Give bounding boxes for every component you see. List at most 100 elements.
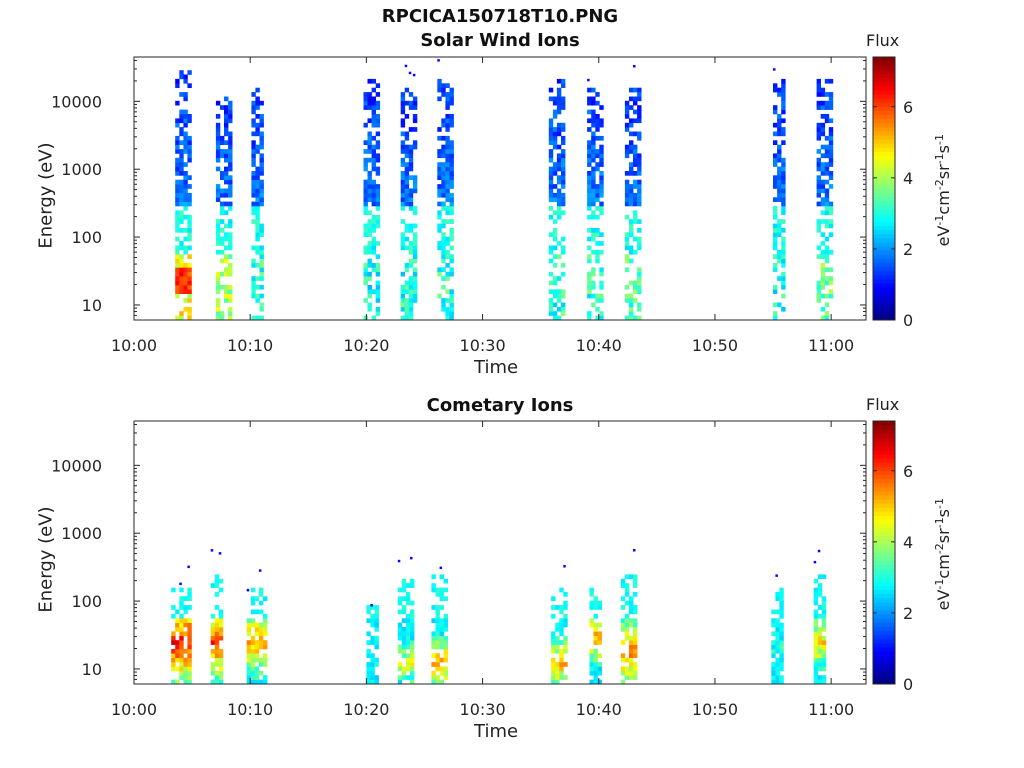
- heatmap-cell: [401, 605, 407, 610]
- heatmap-cell: [828, 144, 834, 150]
- heatmap-cell: [813, 631, 819, 637]
- heatmap-cell: [215, 249, 221, 255]
- heatmap-cell: [587, 228, 592, 233]
- heatmap-cell: [637, 105, 642, 110]
- colorbar-segment: [873, 217, 895, 222]
- heatmap-cell: [593, 640, 598, 645]
- heatmap-cell: [629, 596, 634, 601]
- heatmap-cell: [375, 122, 381, 128]
- heatmap-cell: [445, 188, 450, 194]
- heatmap-cell: [563, 648, 568, 654]
- heatmap-cell: [587, 175, 592, 180]
- heatmap-cell: [556, 96, 562, 102]
- heatmap-cell: [175, 648, 180, 654]
- heatmap-cell: [817, 648, 823, 654]
- heatmap-cell: [374, 622, 379, 628]
- heatmap-cell: [591, 153, 596, 159]
- heatmap-cell: [215, 122, 221, 128]
- heatmap-cell: [404, 223, 410, 229]
- heatmap-cell: [404, 289, 410, 294]
- heatmap-cell: [563, 600, 568, 606]
- heatmap-cell: [224, 258, 229, 264]
- heatmap-cell: [259, 144, 264, 150]
- heatmap-cell: [215, 315, 221, 321]
- heatmap-cell: [251, 289, 256, 294]
- heatmap-cell: [251, 280, 256, 286]
- heatmap-cell: [633, 592, 638, 597]
- heatmap-cell: [250, 657, 256, 663]
- heatmap-cell: [259, 197, 264, 202]
- heatmap-cell: [363, 192, 368, 198]
- heatmap-cell: [224, 223, 229, 229]
- heatmap-cell: [813, 640, 819, 645]
- heatmap-cell: [179, 280, 184, 286]
- heatmap-cell: [439, 596, 444, 601]
- colorbar-segment: [873, 659, 895, 664]
- colorbar-segment: [873, 89, 895, 95]
- heatmap-cell: [824, 135, 830, 141]
- heatmap-cell: [408, 166, 414, 172]
- heatmap-cell: [556, 293, 562, 299]
- heatmap-cell: [556, 78, 562, 84]
- heatmap-cell: [183, 171, 188, 176]
- heatmap-cell: [824, 144, 830, 150]
- heatmap-cell: [828, 206, 834, 211]
- heatmap-cell: [824, 105, 830, 110]
- heatmap-cell: [437, 78, 442, 84]
- heatmap-cell: [775, 592, 780, 597]
- heatmap-cell: [410, 613, 415, 619]
- heatmap-cell: [250, 653, 256, 658]
- heatmap-cell: [633, 144, 638, 150]
- heatmap-cell: [813, 653, 819, 658]
- heatmap-cell: [587, 109, 592, 115]
- heatmap-cell: [228, 223, 233, 229]
- heatmap-cell: [781, 140, 786, 145]
- heatmap-cell: [400, 118, 406, 124]
- heatmap-cell: [771, 653, 776, 658]
- heatmap-cell: [561, 149, 566, 154]
- heatmap-cell: [405, 596, 411, 601]
- heatmap-cell: [561, 201, 566, 207]
- heatmap-cell: [620, 596, 626, 601]
- colorbar-segment: [873, 626, 895, 632]
- colorbar-segment: [873, 449, 895, 455]
- heatmap-cell: [563, 662, 568, 667]
- heatmap-cell: [171, 657, 176, 663]
- heatmap-cell: [552, 109, 558, 115]
- heatmap-cell: [821, 657, 827, 663]
- heatmap-cell: [775, 574, 778, 577]
- heatmap-cell: [363, 96, 368, 102]
- heatmap-cell: [633, 298, 638, 303]
- heatmap-cell: [556, 276, 562, 281]
- heatmap-cell: [548, 179, 554, 185]
- heatmap-cell: [371, 236, 376, 242]
- heatmap-cell: [375, 289, 381, 294]
- heatmap-cell: [175, 228, 180, 233]
- heatmap-cell: [401, 644, 407, 650]
- colorbar-segment: [873, 523, 895, 529]
- heatmap-cell: [449, 140, 454, 145]
- heatmap-cell: [629, 657, 634, 663]
- heatmap-cell: [591, 179, 596, 185]
- heatmap-cell: [441, 171, 446, 176]
- heatmap-cell: [175, 100, 180, 106]
- heatmap-cell: [548, 135, 554, 141]
- heatmap-cell: [593, 635, 598, 641]
- heatmap-cell: [370, 604, 373, 607]
- heatmap-cell: [821, 640, 827, 645]
- heatmap-cell: [441, 92, 446, 97]
- heatmap-cell: [781, 236, 786, 242]
- heatmap-cell: [370, 613, 375, 619]
- heatmap-cell: [591, 293, 596, 299]
- heatmap-cell: [589, 592, 594, 597]
- heatmap-cell: [773, 241, 778, 246]
- heatmap-cell: [813, 670, 819, 676]
- heatmap-cell: [828, 149, 834, 154]
- heatmap-cell: [591, 122, 596, 128]
- heatmap-cell: [404, 162, 410, 167]
- heatmap-cell: [599, 105, 604, 110]
- heatmap-cell: [367, 197, 372, 202]
- heatmap-cell: [220, 192, 225, 198]
- heatmap-cell: [821, 609, 827, 615]
- heatmap-cell: [405, 631, 411, 637]
